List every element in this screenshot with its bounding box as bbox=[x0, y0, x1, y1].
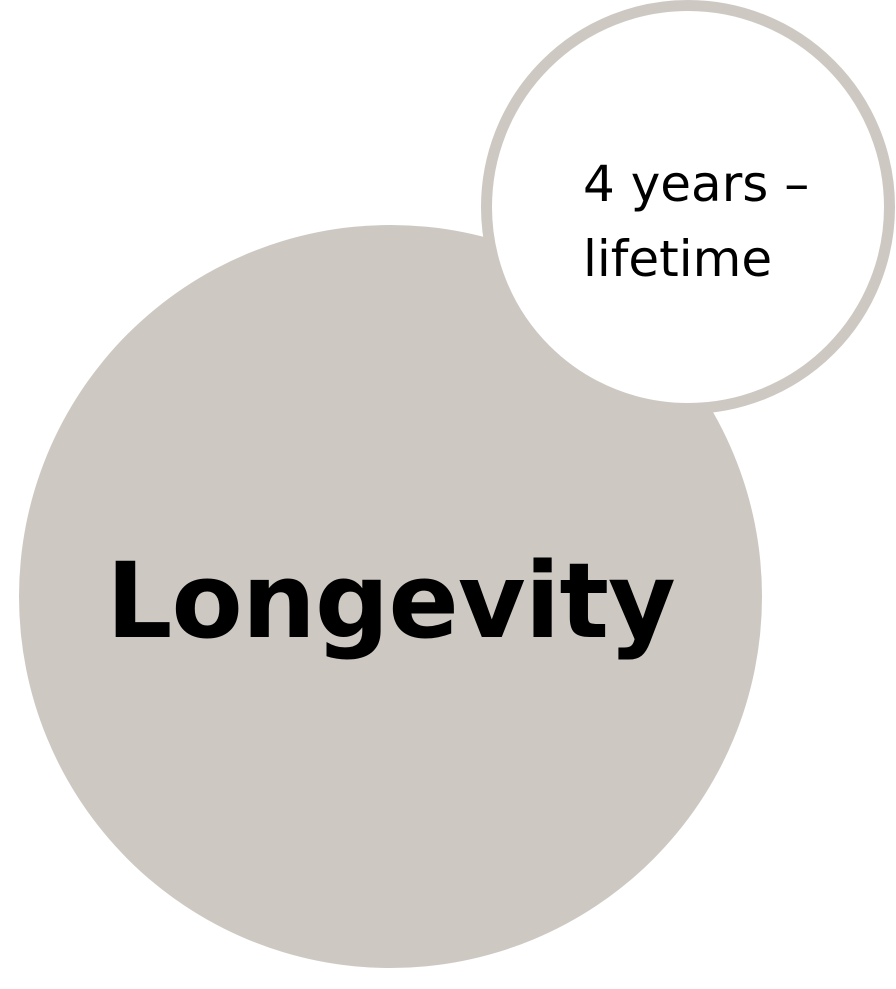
longevity-label: Longevity bbox=[106, 539, 676, 662]
duration-label: 4 years – lifetime bbox=[583, 155, 810, 288]
duration-circle: 4 years – lifetime bbox=[481, 0, 895, 414]
